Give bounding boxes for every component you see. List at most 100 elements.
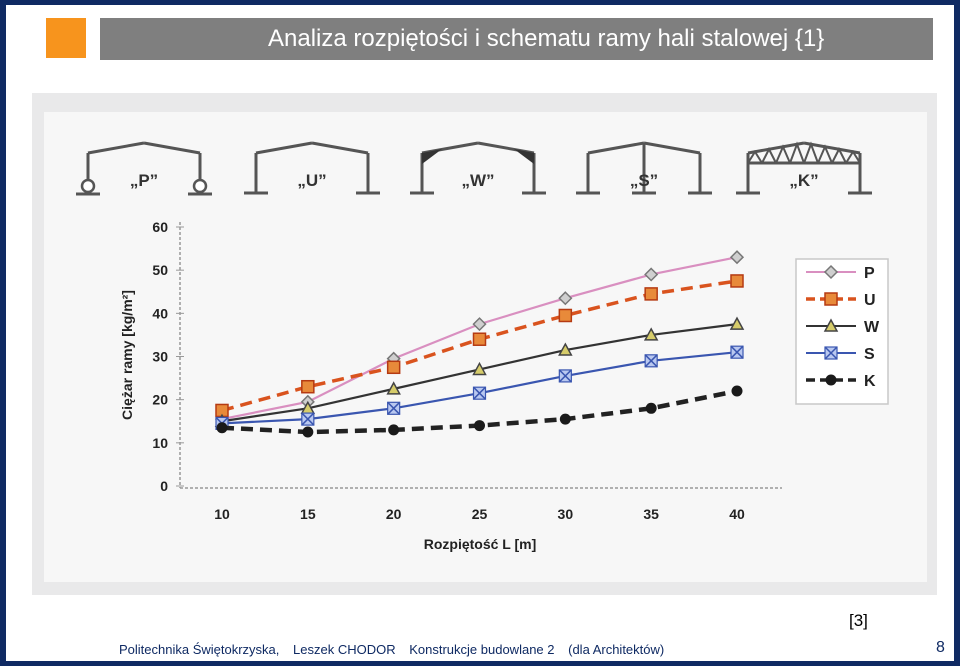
- legend-label-k: K: [864, 373, 876, 390]
- x-tick-label: 25: [472, 506, 488, 522]
- marker-cross: [558, 369, 572, 383]
- x-tick-label: 20: [386, 506, 402, 522]
- x-tick-label: 35: [643, 506, 659, 522]
- footer-author: Leszek CHODOR: [293, 642, 396, 657]
- legend-marker-s: [824, 346, 838, 360]
- data-point-s: [558, 369, 572, 383]
- frame-rafter: [311, 141, 369, 155]
- frame-schemes: „P” „U” „W” „S” „K”: [76, 141, 872, 196]
- chart-series: [214, 250, 745, 438]
- data-point-u: [472, 332, 487, 346]
- y-axis-label: Ciężar ramy [kg/m²]: [119, 290, 135, 420]
- y-tick-label: 50: [152, 262, 168, 278]
- frame-haunch: [422, 149, 442, 164]
- data-point-u: [644, 287, 658, 301]
- frame-rafter: [143, 141, 201, 155]
- x-tick-label: 15: [300, 506, 316, 522]
- data-point-s: [644, 354, 658, 368]
- y-tick-label: 40: [152, 305, 168, 321]
- data-point-k: [474, 420, 485, 432]
- marker-cross: [387, 401, 401, 415]
- marker-cross: [301, 412, 315, 426]
- footer-institution: Politechnika Świętokrzyska,: [119, 642, 280, 657]
- frame-scheme-k: „K”: [736, 141, 872, 195]
- legend-label-p: P: [864, 265, 875, 282]
- marker-cross: [644, 354, 658, 368]
- data-point-k: [388, 424, 400, 436]
- marker-cross: [824, 346, 838, 360]
- data-point-k: [302, 426, 314, 438]
- x-axis-label: Rozpiętość L [m]: [424, 536, 537, 552]
- frame-pin-support: [192, 178, 208, 194]
- frame-scheme-p: „P”: [76, 141, 212, 196]
- data-point-w: [729, 316, 745, 330]
- data-point-k: [559, 413, 571, 425]
- legend-marker-u: [824, 292, 838, 306]
- frame-rafter: [255, 141, 313, 155]
- x-tick-label: 40: [729, 506, 745, 522]
- frame-rafter: [587, 141, 645, 155]
- data-point-p: [558, 291, 573, 306]
- data-point-p: [472, 317, 487, 332]
- frame-label-p: „P”: [130, 171, 158, 190]
- data-point-w: [558, 342, 573, 356]
- frame-scheme-u: „U”: [244, 141, 380, 195]
- legend-marker-w: [823, 318, 839, 332]
- data-point-k: [731, 385, 743, 397]
- slide-title: Analiza rozpiętości i schematu ramy hali…: [268, 25, 825, 52]
- frame-haunch: [514, 149, 534, 164]
- legend-label-u: U: [864, 292, 876, 309]
- data-point-s: [301, 412, 315, 426]
- frame-label-k: „K”: [789, 171, 818, 190]
- frame-pin-support: [80, 178, 96, 194]
- footer: Politechnika Świętokrzyska, Leszek CHODO…: [119, 642, 674, 657]
- figure-panel: [44, 112, 927, 582]
- frame-scheme-s: „S”: [576, 141, 712, 195]
- legend-marker-k: [825, 374, 837, 386]
- accent-square: [46, 18, 86, 58]
- data-point-w: [643, 327, 659, 341]
- legend-label-w: W: [864, 319, 880, 336]
- data-point-s: [387, 401, 401, 415]
- y-tick-label: 0: [160, 478, 168, 494]
- data-point-s: [730, 345, 744, 359]
- data-point-u: [386, 360, 401, 375]
- data-point-k: [645, 402, 657, 414]
- x-tick-label: 10: [214, 506, 230, 522]
- frame-rafter: [87, 141, 145, 155]
- source-reference: [3]: [849, 611, 868, 630]
- data-point-w: [386, 381, 401, 395]
- data-point-u: [730, 274, 744, 288]
- page-number: 8: [936, 639, 945, 656]
- data-point-k: [216, 422, 228, 434]
- y-tick-label: 10: [152, 435, 168, 451]
- data-point-p: [729, 250, 745, 265]
- frame-scheme-w: „W”: [410, 141, 546, 195]
- y-tick-label: 30: [152, 349, 168, 365]
- marker-cross: [730, 345, 744, 359]
- footer-audience: (dla Architektów): [568, 642, 665, 657]
- data-point-u: [301, 379, 315, 394]
- data-point-p: [644, 267, 659, 282]
- frame-truss-web: [747, 141, 861, 164]
- y-tick-label: 20: [152, 392, 168, 408]
- frame-label-u: „U”: [297, 171, 326, 190]
- data-point-s: [472, 386, 487, 400]
- frame-rafter: [747, 141, 805, 155]
- title-bar: [100, 18, 933, 60]
- frame-label-s: „S”: [630, 171, 658, 190]
- data-point-w: [472, 361, 487, 376]
- legend-label-s: S: [864, 346, 875, 363]
- x-tick-label: 30: [558, 506, 574, 522]
- frame-rafter: [803, 141, 861, 155]
- marker-cross: [472, 386, 487, 400]
- frame-rafter: [643, 141, 701, 155]
- footer-course: Konstrukcje budowlane 2: [409, 642, 555, 657]
- y-tick-label: 60: [152, 219, 168, 235]
- frame-label-w: „W”: [461, 171, 494, 190]
- chart-axes: 0 10 20 30 40 50 60 10 15 20 25 30 35 40: [152, 219, 782, 522]
- data-point-u: [558, 308, 573, 323]
- legend-marker-p: [823, 264, 839, 280]
